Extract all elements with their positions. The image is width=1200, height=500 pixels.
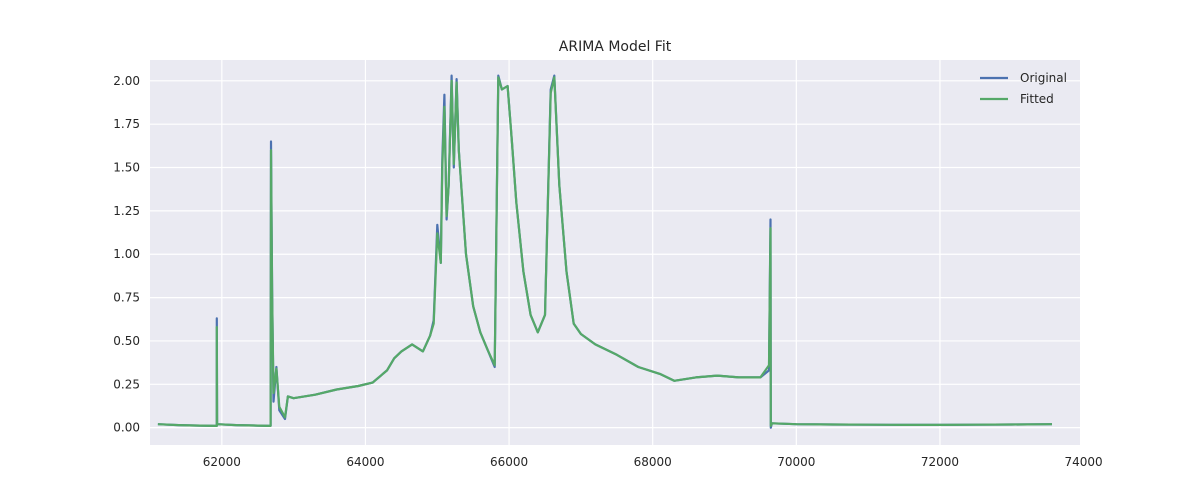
legend: Original Fitted: [980, 71, 1067, 106]
x-tick-label: 64000: [346, 455, 384, 469]
series-line-fitted: [157, 76, 1053, 427]
y-tick-label: 1.50: [113, 161, 140, 175]
y-tick-label: 0.25: [113, 377, 140, 391]
x-tick-label: 72000: [921, 455, 959, 469]
y-tick-label: 1.25: [113, 204, 140, 218]
x-tick-label: 74000: [1064, 455, 1102, 469]
grid-lines: [150, 60, 1085, 445]
y-tick-label: 0.75: [113, 291, 140, 305]
x-tick-label: 70000: [777, 455, 815, 469]
y-tick-label: 1.00: [113, 247, 140, 261]
x-tick-label: 62000: [203, 455, 241, 469]
axes: 62000 64000 66000 68000 70000 72000 74000 0.00 0…: [113, 74, 1102, 469]
legend-label-fitted: Fitted: [1020, 92, 1054, 106]
chart-title: ARIMA Model Fit: [559, 39, 672, 55]
y-tick-label: 1.75: [113, 117, 140, 131]
y-tick-label: 2.00: [113, 74, 140, 88]
series-lines: [157, 74, 1053, 429]
x-tick-label: 68000: [634, 455, 672, 469]
legend-label-original: Original: [1020, 71, 1067, 85]
y-tick-label: 0.50: [113, 334, 140, 348]
x-tick-label: 66000: [490, 455, 528, 469]
y-tick-label: 0.00: [113, 421, 140, 435]
